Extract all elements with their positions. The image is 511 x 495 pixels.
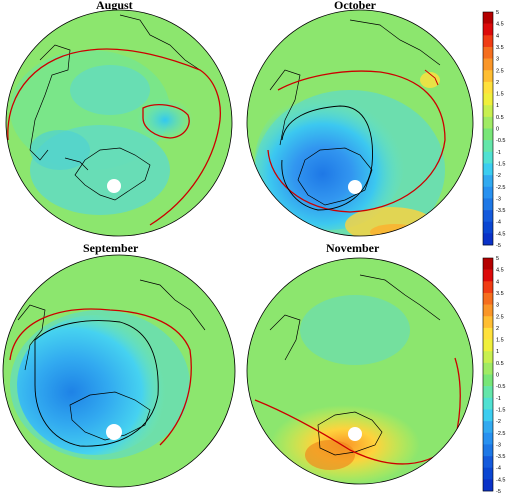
colorbar-bottom-swatch-7: [483, 339, 493, 352]
colorbar-bottom-label: 0: [496, 373, 499, 379]
colorbar-bottom-swatch-18: [483, 467, 493, 480]
colorbar-bottom-label: -0.5: [496, 384, 505, 390]
colorbar-bottom-swatch-8: [483, 351, 493, 364]
colorbar-bottom-swatch-19: [483, 479, 493, 492]
colorbar-top-swatch-5: [483, 70, 493, 83]
colorbar-bottom-label: -1.5: [496, 407, 505, 413]
colorbar-top-swatch-3: [483, 46, 493, 59]
colorbar-top-label: -1.5: [496, 161, 505, 167]
colorbar-bottom-swatch-17: [483, 456, 493, 468]
colorbar-top-label: 4.5: [496, 22, 504, 28]
colorbar-bottom-label: -4.5: [496, 477, 505, 483]
colorbar-bottom-swatch-6: [483, 327, 493, 340]
panel-title-october: October: [334, 0, 376, 12]
map-panel-october: [246, 9, 474, 237]
colorbar-top-swatch-2: [483, 35, 493, 48]
colorbar-top-swatch-12: [483, 151, 493, 164]
colorbar-bottom-label: 3.5: [496, 291, 504, 297]
colorbar-top: 5 4.5 4 3.5 3 2.5 2 1.5 1 0.5 0 -0.5 -1 -1.5 -2 -2.5 -3 -…: [482, 10, 505, 249]
colorbar-top-label: -1: [496, 150, 501, 156]
colorbar-top-swatch-15: [483, 186, 493, 199]
colorbar-top-label: 2.5: [496, 68, 504, 74]
colorbar-top-label: -5: [496, 243, 501, 249]
colorbar-top-swatch-9: [483, 116, 493, 129]
colorbar-top-label: -4.5: [496, 231, 505, 237]
colorbar-top-label: 5: [496, 10, 499, 16]
colorbar-top-label: 3: [496, 57, 499, 63]
colorbar-bottom-swatch-1: [483, 269, 493, 282]
map-panel-november: [246, 257, 474, 485]
colorbar-top-swatch-10: [483, 128, 493, 141]
colorbar-bottom-swatch-5: [483, 316, 493, 329]
colorbar-bottom-label: -5: [496, 489, 501, 495]
colorbar-top-label: -4: [496, 220, 501, 226]
colorbar-top-label: -0.5: [496, 138, 505, 144]
colorbar-bottom-label: -2: [496, 419, 501, 425]
colorbar-top-label: 2: [496, 80, 499, 86]
colorbar-top-swatch-6: [483, 81, 493, 94]
colorbar-bottom-swatch-13: [483, 409, 493, 422]
panel-title-september: September: [83, 241, 139, 255]
panel-title-august: August: [96, 0, 133, 12]
colorbar-top-label: 1.5: [496, 92, 504, 98]
colorbar-top-swatch-1: [483, 23, 493, 36]
colorbar-bottom-frame: [482, 257, 494, 492]
colorbar-top-swatch-16: [483, 198, 493, 211]
colorbar-bottom-label: 4: [496, 279, 499, 285]
colorbar-bottom-label: 2.5: [496, 314, 504, 320]
colorbar-top-swatch-7: [483, 93, 493, 106]
colorbar-bottom-label: 4.5: [496, 268, 504, 274]
colorbar-bottom-label: -3: [496, 442, 501, 448]
colorbar-bottom-swatch-2: [483, 281, 493, 294]
colorbar-bottom-swatch-3: [483, 292, 493, 305]
map-panel-august: [5, 9, 233, 237]
colorbar-bottom-swatch-4: [483, 304, 493, 317]
colorbar-bottom-label: 3: [496, 303, 499, 309]
colorbar-top-swatch-11: [483, 140, 493, 153]
colorbar-bottom-label: 2: [496, 326, 499, 332]
colorbar-top-label: -3: [496, 196, 501, 202]
colorbar-top-frame: [482, 11, 494, 246]
colorbar-bottom-swatch-15: [483, 432, 493, 445]
colorbar-top-swatch-18: [483, 221, 493, 234]
colorbar-top-swatch-0: [483, 12, 493, 24]
colorbar-bottom-label: -3.5: [496, 454, 505, 460]
colorbar-bottom-swatch-11: [483, 386, 493, 399]
colorbar-top-label: 1: [496, 103, 499, 109]
colorbar-top-swatch-8: [483, 105, 493, 118]
colorbar-bottom-label: -2.5: [496, 431, 505, 437]
colorbar-top-label: 4: [496, 33, 499, 39]
colorbar-top-swatch-17: [483, 210, 493, 222]
colorbar-top-label: 0: [496, 127, 499, 133]
colorbar-bottom-label: 1: [496, 349, 499, 355]
colorbar-bottom-swatch-10: [483, 374, 493, 387]
colorbar-bottom-label: 1.5: [496, 338, 504, 344]
colorbar-bottom-label: -1: [496, 396, 501, 402]
colorbar-top-swatch-13: [483, 163, 493, 176]
colorbar-top-label: 0.5: [496, 115, 504, 121]
colorbar-bottom-swatch-16: [483, 444, 493, 457]
colorbar-bottom-label: 0.5: [496, 361, 504, 367]
colorbar-top-swatch-19: [483, 233, 493, 246]
colorbar-bottom: 5 4.5 4 3.5 3 2.5 2 1.5 1 0.5 0 -0.5 -1 -1.5 -2 -2.5 -3 -…: [482, 256, 505, 495]
map-panel-september: [2, 254, 236, 488]
colorbar-top-swatch-14: [483, 175, 493, 188]
colorbar-bottom-swatch-12: [483, 397, 493, 410]
panel-title-november: November: [326, 241, 380, 255]
colorbar-bottom-swatch-0: [483, 258, 493, 270]
colorbar-bottom-swatch-9: [483, 362, 493, 375]
colorbar-bottom-label: -4: [496, 466, 501, 472]
colorbar-bottom-label: 5: [496, 256, 499, 262]
colorbar-top-label: -2: [496, 173, 501, 179]
colorbar-top-label: 3.5: [496, 45, 504, 51]
colorbar-top-label: -2.5: [496, 185, 505, 191]
colorbar-top-label: -3.5: [496, 208, 505, 214]
colorbar-bottom-swatch-14: [483, 421, 493, 434]
colorbar-top-swatch-4: [483, 58, 493, 71]
